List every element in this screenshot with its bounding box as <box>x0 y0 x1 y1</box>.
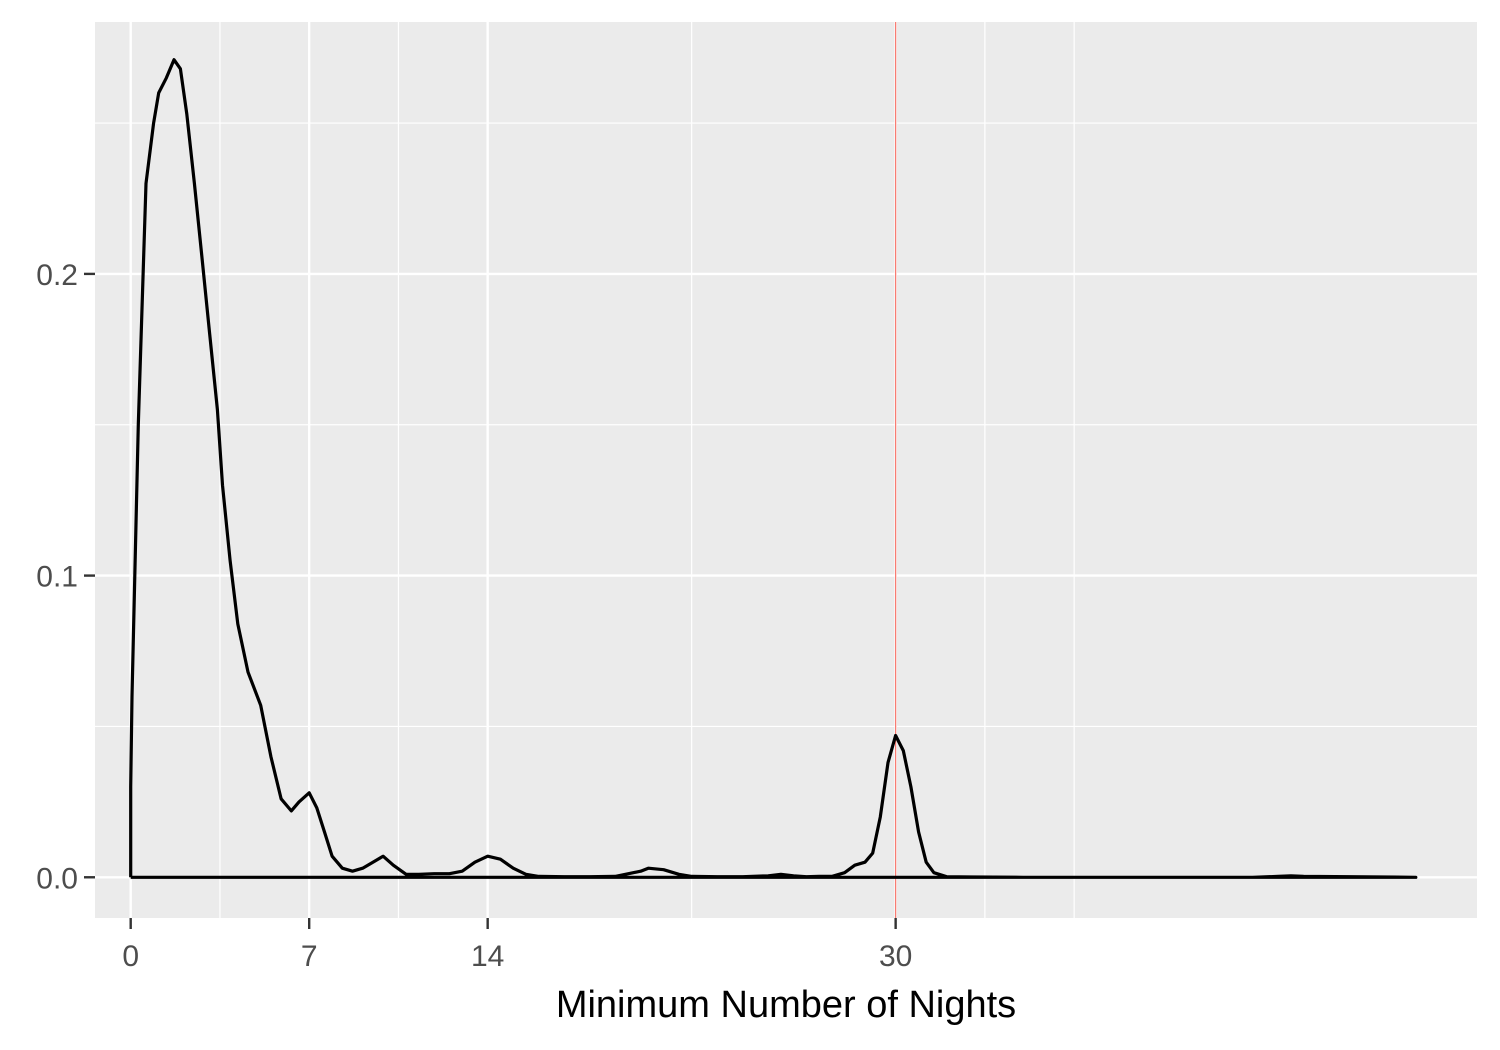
x-tick-label: 7 <box>301 940 318 973</box>
x-axis-title: Minimum Number of Nights <box>556 984 1016 1026</box>
x-tick-label: 0 <box>122 940 139 973</box>
x-axis: 0 7 14 30 <box>122 918 912 973</box>
x-tick-label: 30 <box>879 940 912 973</box>
y-tick-label: 0.0 <box>36 862 78 895</box>
y-tick-label: 0.2 <box>36 259 78 292</box>
y-axis: 0.0 0.1 0.2 <box>36 259 95 895</box>
density-curve <box>129 58 1418 879</box>
plot-panel <box>95 22 1477 918</box>
minor-gridlines <box>95 22 1477 918</box>
x-tick-label: 14 <box>471 940 504 973</box>
y-tick-label: 0.1 <box>36 561 78 594</box>
